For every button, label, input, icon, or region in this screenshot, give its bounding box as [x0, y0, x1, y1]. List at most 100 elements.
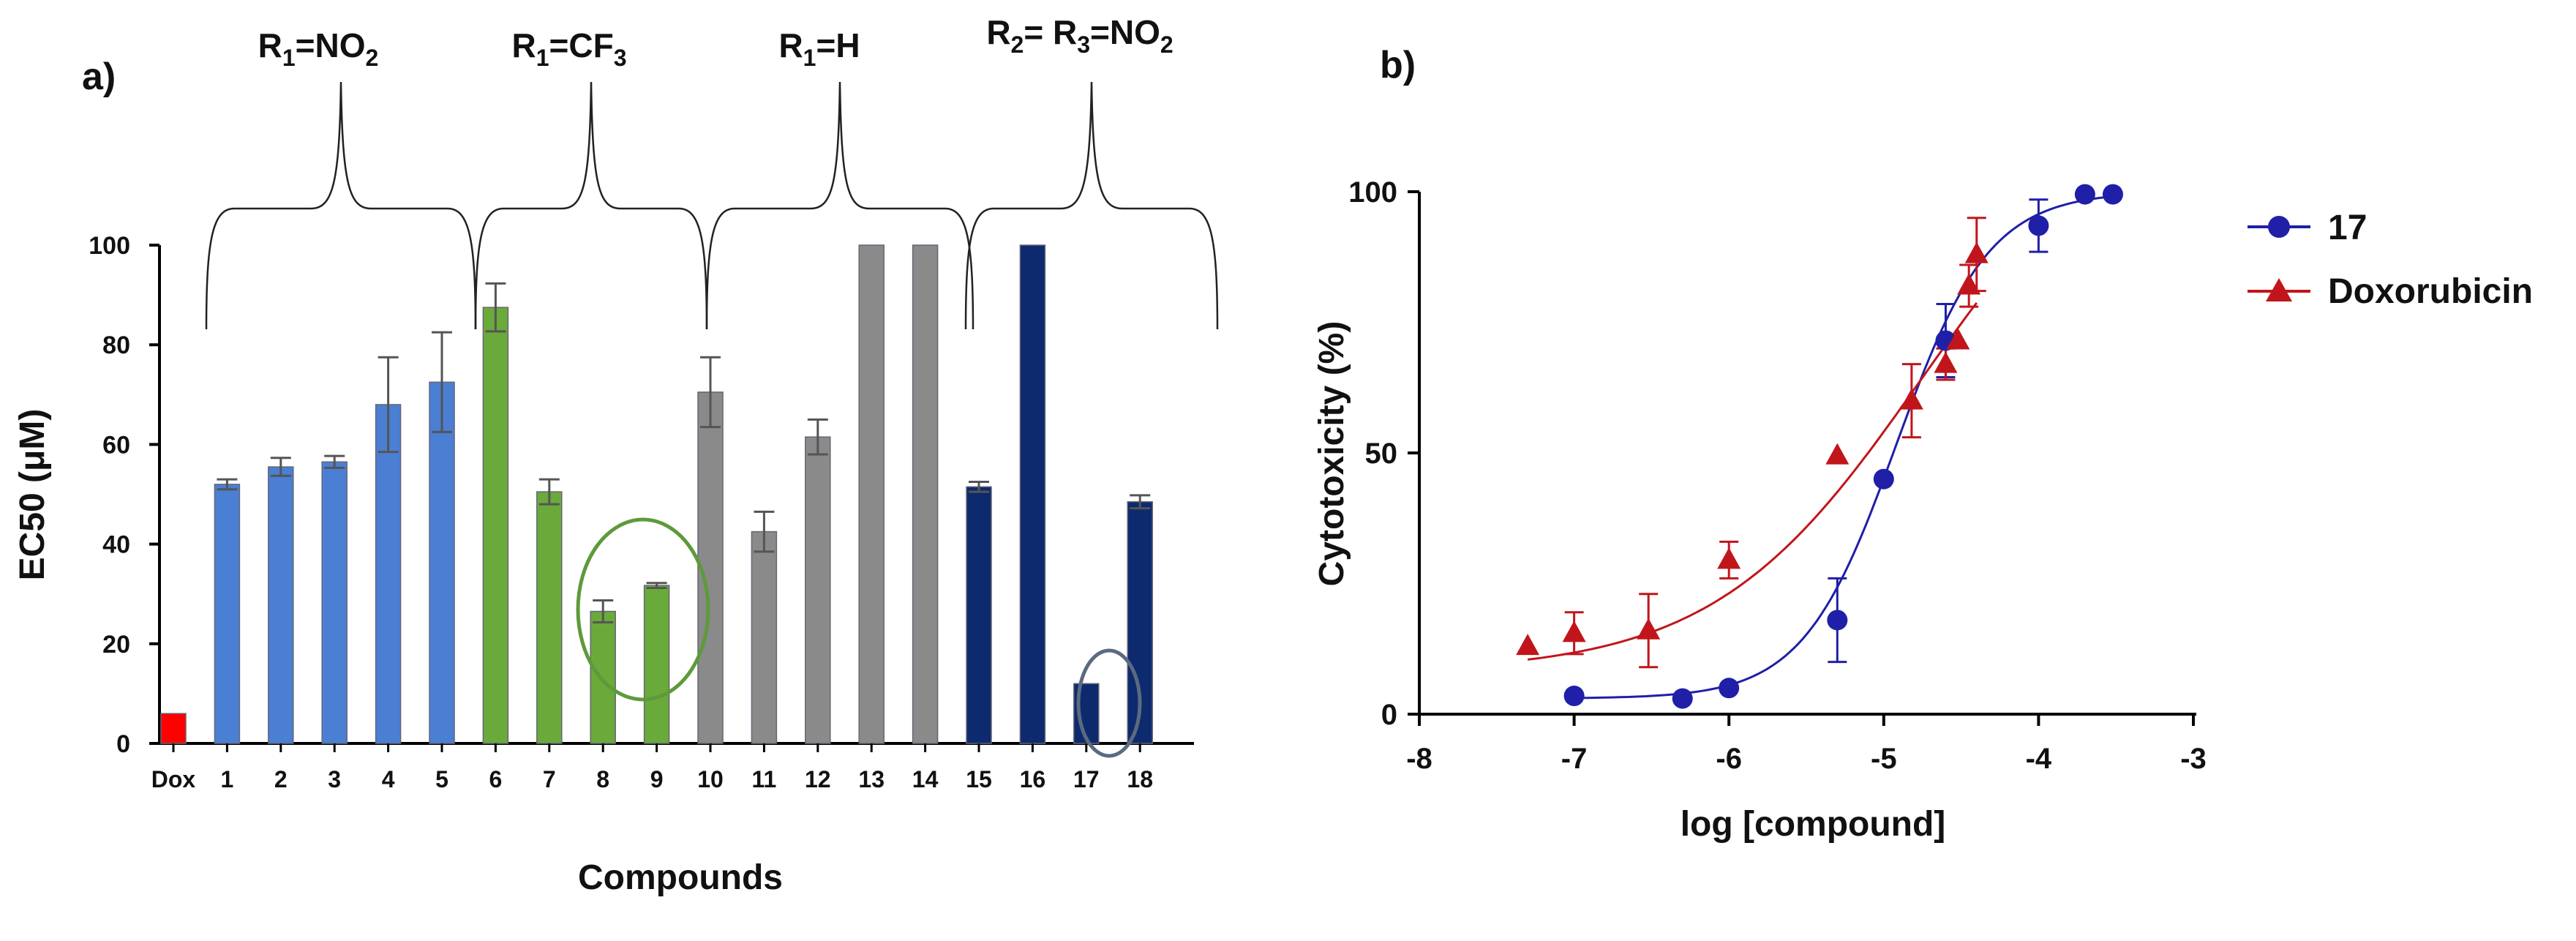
error-bar-15	[969, 480, 989, 493]
bar-6	[482, 307, 509, 744]
data-point-doxorubicin	[1825, 443, 1850, 465]
bar-3	[321, 461, 348, 744]
category-label-15: 15	[966, 766, 992, 792]
error-bar-2	[270, 457, 291, 477]
legend-label-17: 17	[2328, 209, 2367, 247]
bar-y-axis-label: EC50 (μM)	[13, 409, 52, 581]
bar-5	[429, 381, 455, 744]
brace-r1-h	[705, 81, 975, 330]
data-point-17	[1672, 688, 1693, 709]
curve-y-tick-label: 100	[1348, 176, 1397, 209]
bar-16	[1019, 244, 1046, 744]
data-point-doxorubicin	[1899, 388, 1923, 410]
error-bar-18	[1130, 494, 1151, 510]
category-label-9: 9	[650, 766, 664, 792]
data-point-doxorubicin	[1637, 618, 1661, 640]
curve-x-tick-label: -4	[2026, 743, 2052, 775]
error-bar-8	[593, 599, 614, 624]
curve-x-tick-label: -3	[2180, 743, 2207, 775]
data-point-17	[1827, 610, 1848, 631]
category-label-16: 16	[1020, 766, 1046, 792]
bar-11	[751, 531, 778, 744]
bar-2	[268, 466, 294, 744]
curve-x-axis-label: log [compound]	[1681, 805, 1946, 844]
data-point-17	[2028, 215, 2049, 236]
data-point-17	[2074, 184, 2095, 205]
curve-x-tick-label: -8	[1406, 743, 1432, 775]
error-bar-12	[807, 418, 828, 456]
bar-4	[375, 404, 402, 744]
group-header-r1-h: R1​=H	[778, 26, 860, 71]
bar-y-tick-label: 20	[102, 631, 130, 659]
category-label-17: 17	[1073, 766, 1100, 792]
curve-legend: 17 Doxorubicin	[2248, 209, 2533, 311]
data-point-doxorubicin	[1964, 241, 1989, 263]
highlight-ring-17	[1076, 648, 1142, 758]
highlight-ring-8-9	[576, 517, 710, 702]
data-point-doxorubicin	[1957, 273, 1981, 295]
category-label-1: 1	[221, 766, 234, 792]
error-bar-7	[538, 478, 560, 506]
bar-1	[214, 484, 241, 744]
error-bar-4	[378, 356, 399, 454]
bar-y-tick-label: 60	[102, 431, 130, 459]
data-point-doxorubicin	[1516, 634, 1540, 656]
curve-y-axis-label: Cytotoxicity (%)	[1313, 321, 1351, 587]
group-header-r2-r3-no2: R2​= R3​=NO2​	[986, 13, 1173, 58]
legend-label-doxorubicin: Doxorubicin	[2328, 272, 2533, 311]
data-point-doxorubicin	[1934, 351, 1958, 373]
data-point-doxorubicin	[1717, 547, 1741, 569]
bar-15	[966, 486, 992, 744]
category-label-12: 12	[805, 766, 831, 792]
curve-x-tick-label: -7	[1561, 743, 1588, 775]
category-label-5: 5	[435, 766, 448, 792]
category-label-4: 4	[382, 766, 395, 792]
data-point-17	[1873, 468, 1894, 490]
category-label-3: 3	[328, 766, 341, 792]
bar-y-tick-label: 100	[89, 232, 130, 260]
data-point-doxorubicin	[1946, 328, 1970, 350]
bar-14	[912, 244, 939, 744]
bar-8	[590, 610, 616, 744]
brace-r1-cf3	[474, 81, 708, 330]
curve-y-tick-label: 50	[1365, 438, 1398, 470]
bar-x-axis-label: Compounds	[578, 858, 783, 897]
group-braces	[205, 81, 1219, 330]
error-bar-10	[700, 356, 721, 429]
bar-y-tick-label: 40	[102, 531, 130, 559]
bar-dox	[160, 713, 187, 744]
curve-y-tick-label: 0	[1381, 699, 1397, 731]
error-bar-1	[217, 478, 238, 491]
bar-y-tick-label: 0	[116, 730, 130, 758]
error-bar-3	[324, 454, 345, 469]
data-point-17	[1719, 678, 1740, 699]
error-bar-5	[432, 331, 452, 433]
legend-marker-doxorubicin	[2266, 278, 2292, 301]
panel-a-label: a)	[82, 56, 116, 98]
category-label-dox: Dox	[151, 766, 196, 792]
bar-y-tick-label: 80	[102, 331, 130, 359]
curve-x-tick-label: -6	[1716, 743, 1742, 775]
legend-marker-17	[2268, 216, 2290, 238]
bar-13	[858, 244, 885, 744]
category-label-10: 10	[697, 766, 724, 792]
bar-7	[536, 491, 563, 744]
group-header-r1-no2: R1​=NO2​	[258, 26, 379, 71]
category-label-11: 11	[751, 766, 776, 792]
curve-x-tick-label: -5	[1871, 743, 1897, 775]
category-label-14: 14	[912, 766, 939, 792]
brace-r2-r3-no2	[964, 81, 1219, 330]
brace-r1-no2	[205, 81, 477, 330]
bar-9	[643, 585, 670, 744]
category-label-8: 8	[596, 766, 609, 792]
error-bar-6	[485, 282, 506, 333]
category-label-13: 13	[858, 766, 885, 792]
fit-curve-17	[1574, 195, 2114, 700]
category-label-18: 18	[1127, 766, 1153, 792]
error-bar-11	[754, 510, 775, 553]
data-point-17	[1563, 686, 1585, 707]
fit-curve-doxorubicin	[1527, 301, 1978, 661]
bar-12	[805, 436, 831, 744]
data-point-17	[2102, 184, 2123, 205]
